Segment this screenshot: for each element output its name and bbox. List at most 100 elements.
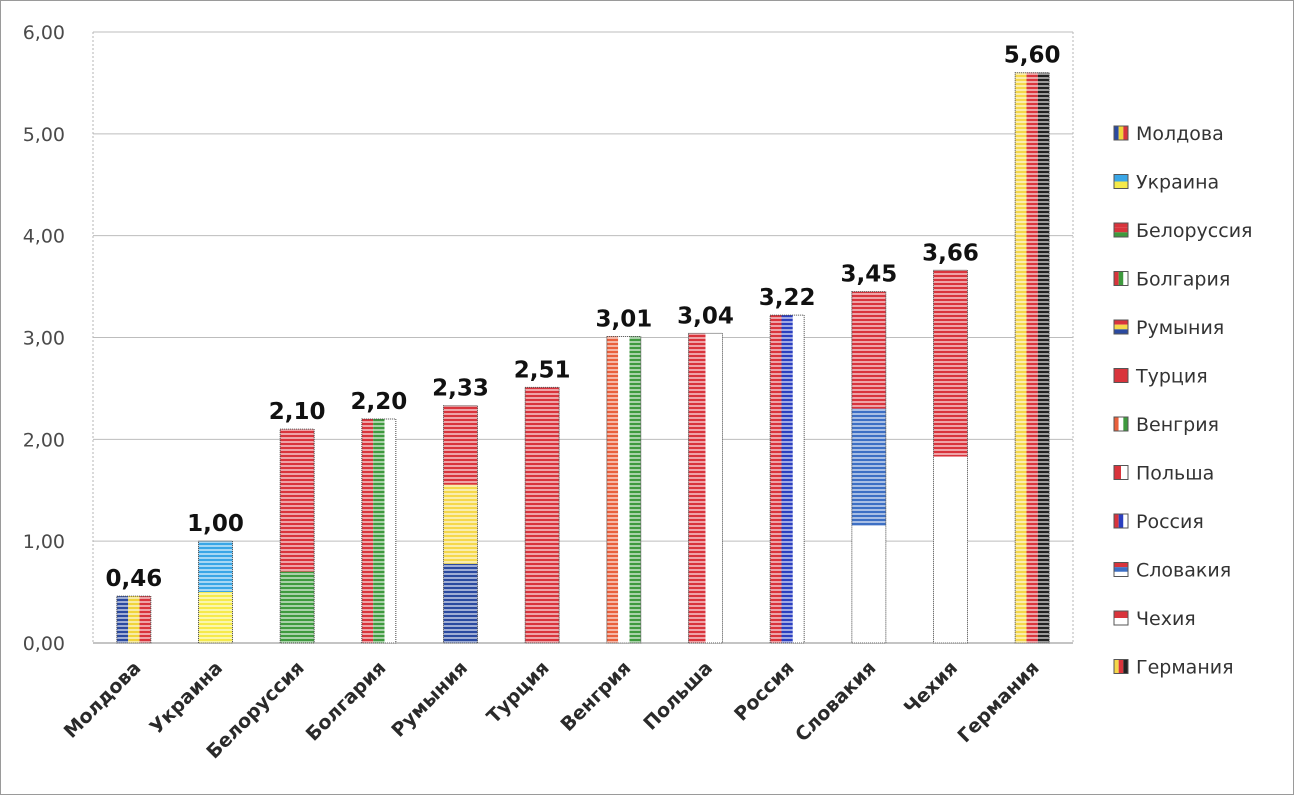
legend-swatch-stripe <box>1114 611 1128 618</box>
legend-swatch-stripe <box>1123 126 1128 140</box>
y-tick-label: 6,00 <box>23 22 65 44</box>
legend-entry: Германия <box>1113 657 1234 679</box>
x-tick-label: Германия <box>953 657 1043 747</box>
data-label: 2,10 <box>269 399 326 425</box>
legend-entry: Словакия <box>1113 560 1231 582</box>
bar-9 <box>769 314 805 644</box>
legend-swatch-stripe <box>1114 417 1119 431</box>
legend-swatch-stripe <box>1114 174 1128 182</box>
legend-swatch-stripe <box>1123 271 1128 286</box>
x-tick-label: Украина <box>146 657 227 738</box>
bar-texture <box>280 429 315 643</box>
legend-entry: Белоруссия <box>1113 220 1252 242</box>
bar-texture <box>116 596 151 643</box>
bar-texture <box>606 336 641 643</box>
bar-outline <box>361 418 397 644</box>
legend-label: Чехия <box>1136 608 1196 630</box>
legend-swatch <box>1113 513 1129 529</box>
y-axis: 0,00 1,00 2,00 3,00 4,00 5,00 6,00 <box>23 22 1074 655</box>
legend-swatch <box>1113 416 1129 432</box>
bar-6 <box>524 386 560 644</box>
legend-swatch-stripe <box>1114 567 1128 572</box>
x-tick-label: Молдова <box>60 657 146 743</box>
bar-texture <box>933 270 968 643</box>
legend-swatch-stripe <box>1114 223 1128 228</box>
legend-entry: Болгария <box>1113 269 1230 291</box>
legend-entry: Польша <box>1113 463 1214 485</box>
y-tick-label: 5,00 <box>23 124 65 146</box>
bar-outline <box>116 595 152 644</box>
legend-swatch <box>1113 368 1129 383</box>
legend-swatch <box>1113 610 1129 626</box>
data-label: 2,51 <box>514 357 571 383</box>
legend-swatch-stripe <box>1118 514 1124 528</box>
legend-swatch-stripe <box>1114 659 1119 674</box>
x-tick-label: Румыния <box>387 657 472 742</box>
bar-outline <box>279 428 315 644</box>
data-label: 2,33 <box>432 376 489 402</box>
legend-swatch-stripe <box>1114 465 1121 480</box>
data-label: 0,46 <box>105 566 162 592</box>
y-tick-label: 2,00 <box>23 429 65 451</box>
bar-8 <box>688 332 723 644</box>
legend-swatch-stripe <box>1114 571 1128 577</box>
data-labels: 0,46 1,00 2,10 2,20 2,33 2,51 3,01 3,04 3,22 3,45… <box>105 43 1060 592</box>
legend-swatch-stripe <box>1114 368 1128 383</box>
bar-outline <box>606 335 642 644</box>
bar-outline <box>198 540 233 644</box>
legend-swatch <box>1113 659 1129 674</box>
x-tick-label: Турция <box>483 657 554 728</box>
data-label: 5,60 <box>1004 43 1061 69</box>
legend-swatch-stripe <box>1114 514 1119 528</box>
bar-texture <box>688 333 723 643</box>
data-label: 3,01 <box>595 306 652 332</box>
legend-swatch-stripe <box>1118 126 1124 140</box>
data-label: 2,20 <box>350 389 407 415</box>
bar-texture <box>443 405 478 643</box>
bar-4 <box>361 418 397 644</box>
legend-label: Румыния <box>1136 317 1224 339</box>
legend-swatch-stripe <box>1114 126 1119 140</box>
legend-entry: Чехия <box>1113 608 1196 630</box>
y-tick-label: 3,00 <box>23 328 65 350</box>
bar-outline <box>933 269 968 644</box>
x-tick-label: Польша <box>639 657 717 735</box>
bar-7 <box>606 335 642 644</box>
bar-12 <box>1014 72 1050 644</box>
x-tick-label: Россия <box>730 657 799 726</box>
legend: Молдова Украина Белоруссия Болгария Румыния Т… <box>1113 123 1252 679</box>
bar-texture <box>525 387 560 643</box>
legend-label: Словакия <box>1136 560 1231 582</box>
legend-swatch <box>1113 465 1129 480</box>
x-tick-label: Чехия <box>900 657 962 719</box>
x-tick-label: Болгария <box>302 657 391 746</box>
legend-entry: Венгрия <box>1113 414 1219 436</box>
y-tick-label: 0,00 <box>23 633 65 655</box>
legend-swatch-stripe <box>1123 659 1128 674</box>
legend-swatch-stripe <box>1114 618 1128 625</box>
legend-swatch-stripe <box>1114 324 1128 330</box>
gridlines <box>93 31 1073 644</box>
legend-swatch-stripe <box>1121 465 1128 480</box>
legend-swatch <box>1113 222 1129 238</box>
bar-texture <box>851 291 886 643</box>
legend-label: Венгрия <box>1136 414 1219 436</box>
legend-swatch <box>1113 125 1129 141</box>
legend-swatch-stripe <box>1118 417 1124 431</box>
legend-swatch-stripe <box>1118 659 1124 674</box>
data-label: 1,00 <box>187 511 244 537</box>
legend-label: Болгария <box>1136 269 1230 291</box>
legend-swatch-stripe <box>1114 320 1128 325</box>
legend-entry: Турция <box>1113 366 1208 388</box>
bar-outline <box>1014 72 1050 644</box>
x-tick-label: Словакия <box>791 657 880 746</box>
legend-label: Молдова <box>1136 123 1224 145</box>
legend-label: Турция <box>1135 366 1208 388</box>
y-tick-label: 1,00 <box>23 531 65 553</box>
legend-swatch <box>1113 319 1129 335</box>
legend-swatch <box>1113 562 1129 577</box>
bar-texture <box>198 541 233 643</box>
legend-swatch-stripe <box>1114 181 1128 189</box>
